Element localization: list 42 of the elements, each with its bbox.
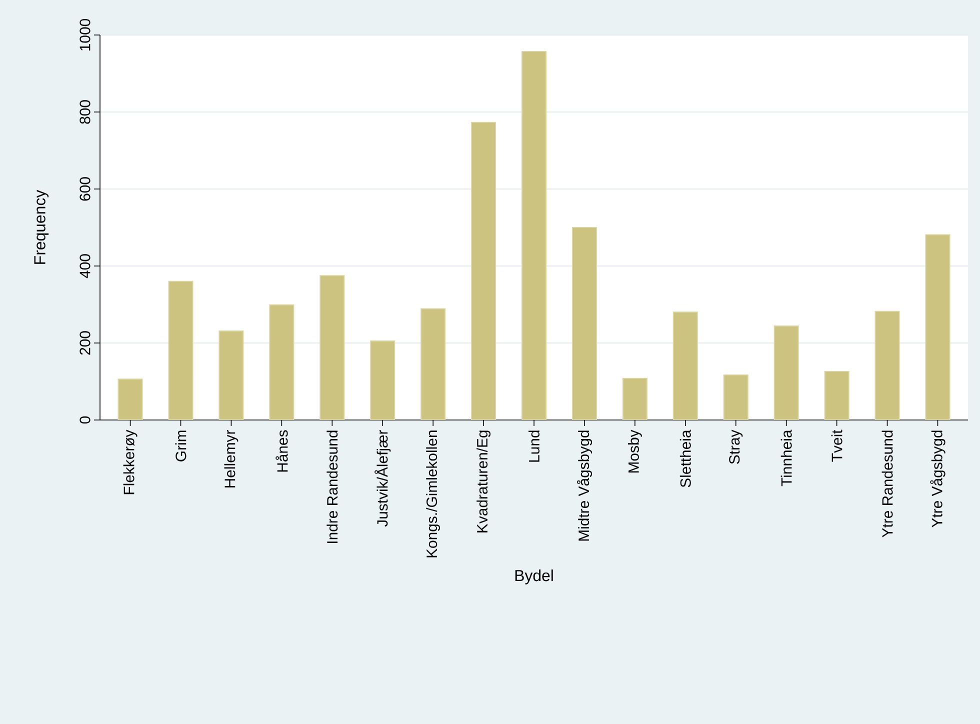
bar bbox=[572, 226, 597, 420]
y-tick-label: 600 bbox=[80, 177, 90, 201]
bar bbox=[874, 310, 900, 420]
x-tick-label: Hellemyr bbox=[224, 430, 238, 488]
bar bbox=[824, 370, 850, 420]
bar bbox=[370, 340, 396, 420]
x-axis-title: Bydel bbox=[515, 569, 553, 584]
x-tick-label: Stray bbox=[729, 430, 743, 464]
bar bbox=[218, 330, 244, 420]
x-tick-label: Kvadraturen/Eg bbox=[476, 430, 491, 532]
x-tick-label: Grim bbox=[175, 430, 186, 462]
bar bbox=[672, 312, 698, 420]
y-tick-label: 400 bbox=[80, 254, 90, 278]
bar bbox=[925, 234, 950, 420]
bar bbox=[471, 122, 496, 420]
y-tick-label: 200 bbox=[80, 331, 90, 355]
bar bbox=[723, 374, 748, 420]
x-tick-label: Tinnheia bbox=[780, 430, 792, 486]
x-tick-label: Ytre Randesund bbox=[882, 430, 893, 538]
bar bbox=[269, 304, 294, 420]
x-tick-label: Indre Randesund bbox=[326, 430, 338, 543]
x-tick-label: Ytre Vågsbygd bbox=[930, 430, 946, 528]
x-tick-label: Justvik/Ålefjær bbox=[374, 430, 391, 527]
x-tick-label: Hånes bbox=[276, 430, 288, 472]
y-tick-label: 800 bbox=[80, 100, 90, 124]
bar bbox=[622, 378, 648, 420]
x-tick-label: Kongs./Gimlekollen bbox=[426, 430, 440, 558]
bar bbox=[320, 275, 345, 420]
bar bbox=[118, 378, 143, 420]
y-tick-label: 1000 bbox=[80, 18, 90, 50]
y-tick-label: 0 bbox=[80, 416, 90, 424]
bar bbox=[522, 51, 547, 420]
x-tick-label: Midtre Vågsbygd bbox=[576, 430, 592, 541]
x-tick-label: Tveit bbox=[831, 430, 842, 462]
bar bbox=[420, 308, 446, 420]
y-axis-title: Frequency bbox=[34, 190, 49, 264]
x-tick-label: Slettheia bbox=[680, 430, 691, 488]
bar bbox=[774, 326, 799, 420]
bar bbox=[168, 280, 194, 420]
x-tick-label: Flekkerøy bbox=[123, 430, 138, 494]
x-tick-label: Lund bbox=[528, 430, 540, 462]
x-tick-label: Mosby bbox=[628, 430, 642, 472]
